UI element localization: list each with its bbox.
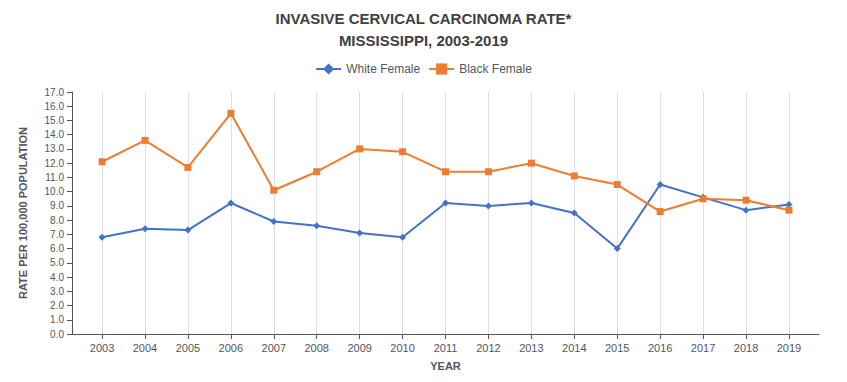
svg-text:2013: 2013: [519, 342, 543, 354]
svg-text:2011: 2011: [434, 342, 458, 354]
svg-text:YEAR: YEAR: [430, 360, 461, 372]
svg-text:3.0: 3.0: [50, 286, 64, 297]
svg-text:14.0: 14.0: [45, 129, 65, 140]
svg-text:2003: 2003: [90, 342, 114, 354]
svg-text:9.0: 9.0: [50, 200, 64, 211]
svg-text:2018: 2018: [734, 342, 758, 354]
svg-text:MISSISSIPPI, 2003-2019: MISSISSIPPI, 2003-2019: [339, 32, 508, 49]
svg-text:2004: 2004: [133, 342, 157, 354]
svg-text:1.0: 1.0: [50, 314, 64, 325]
svg-text:6.0: 6.0: [50, 243, 64, 254]
svg-text:2019: 2019: [777, 342, 801, 354]
svg-text:2016: 2016: [648, 342, 672, 354]
svg-text:2006: 2006: [219, 342, 243, 354]
svg-text:2015: 2015: [605, 342, 629, 354]
svg-text:8.0: 8.0: [50, 215, 64, 226]
svg-text:2009: 2009: [347, 342, 371, 354]
svg-text:10.0: 10.0: [45, 186, 65, 197]
svg-text:4.0: 4.0: [50, 272, 64, 283]
svg-text:2014: 2014: [562, 342, 586, 354]
svg-text:11.0: 11.0: [45, 172, 64, 183]
svg-text:2007: 2007: [262, 342, 286, 354]
svg-text:5.0: 5.0: [50, 257, 64, 268]
svg-text:2010: 2010: [390, 342, 414, 354]
svg-text:15.0: 15.0: [45, 115, 65, 126]
svg-text:2008: 2008: [304, 342, 328, 354]
svg-text:2005: 2005: [176, 342, 200, 354]
svg-text:16.0: 16.0: [45, 101, 65, 112]
svg-text:2012: 2012: [476, 342, 500, 354]
svg-text:12.0: 12.0: [45, 158, 65, 169]
svg-text:0.0: 0.0: [50, 329, 64, 340]
svg-text:17.0: 17.0: [45, 87, 65, 98]
svg-text:RATE PER 100,000 POPULATION: RATE PER 100,000 POPULATION: [17, 127, 29, 299]
svg-text:2017: 2017: [691, 342, 715, 354]
svg-text:2.0: 2.0: [50, 300, 64, 311]
svg-text:7.0: 7.0: [50, 229, 64, 240]
svg-text:13.0: 13.0: [45, 143, 65, 154]
svg-text:INVASIVE CERVICAL CARCINOMA RA: INVASIVE CERVICAL CARCINOMA RATE*: [276, 10, 572, 27]
svg-text:White Female: White Female: [346, 62, 420, 76]
svg-text:Black Female: Black Female: [459, 62, 532, 76]
